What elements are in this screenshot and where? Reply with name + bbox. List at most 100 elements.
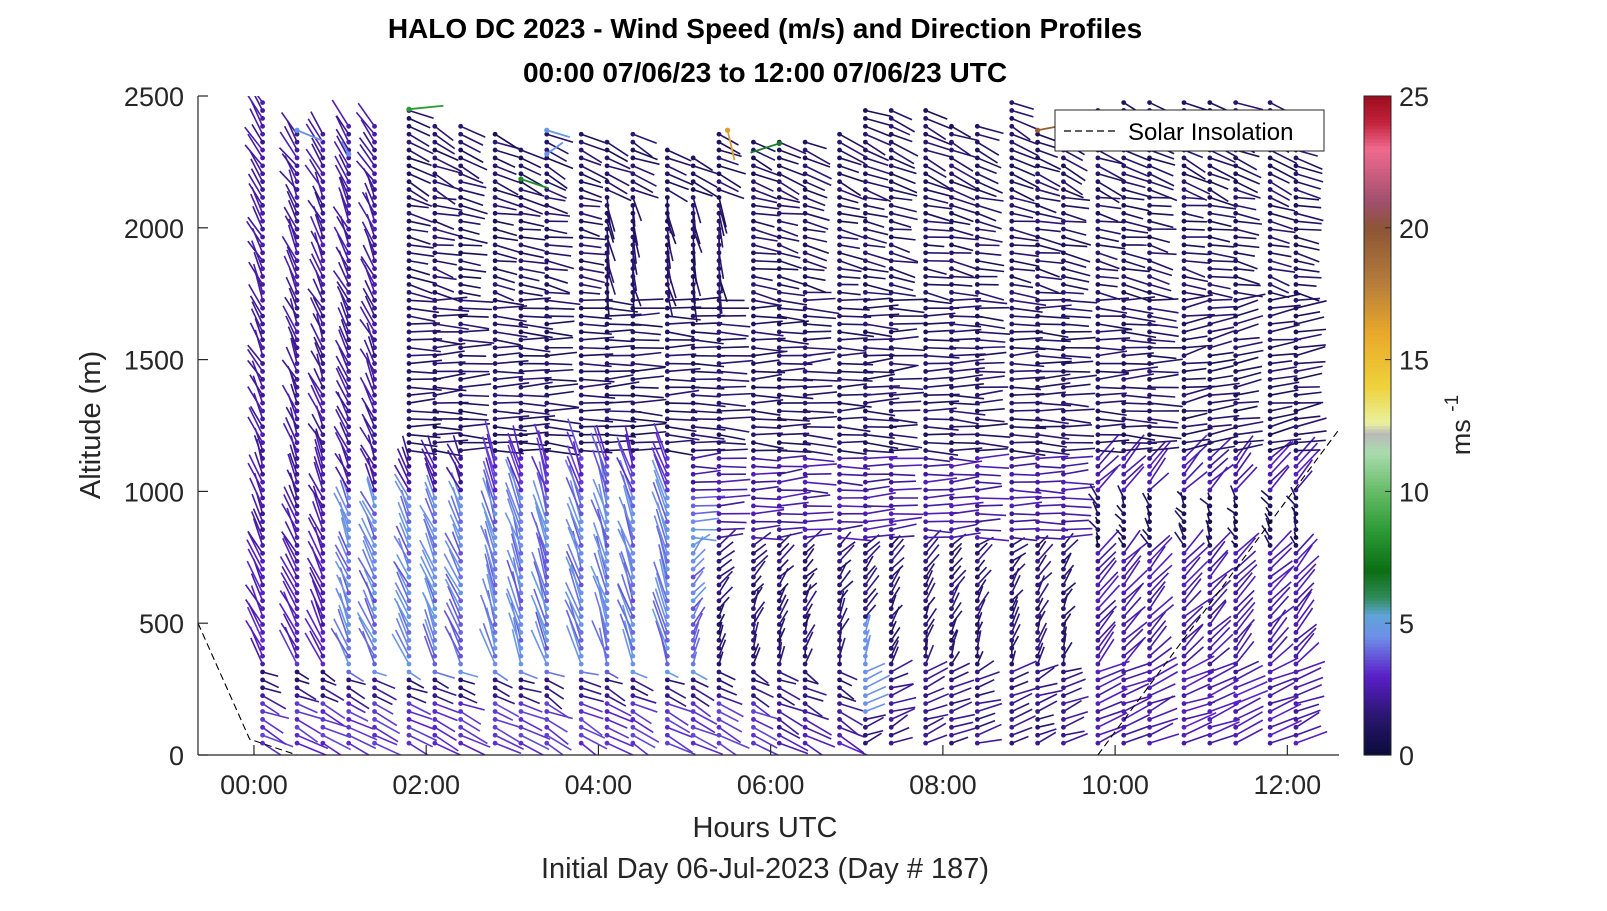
wind-barb-dot bbox=[518, 701, 524, 706]
wind-barb-shaft bbox=[1011, 267, 1036, 272]
wind-barb-dot bbox=[1147, 448, 1152, 453]
wind-barb-dot bbox=[974, 440, 980, 446]
wind-barb-shaft bbox=[891, 464, 923, 468]
wind-barb-dot bbox=[974, 400, 980, 406]
wind-barb-shaft bbox=[925, 687, 945, 697]
wind-barb-dot bbox=[1121, 345, 1127, 351]
wind-barb-shaft bbox=[951, 204, 978, 215]
wind-barb-shaft bbox=[1063, 462, 1089, 468]
wind-barb-shaft bbox=[1011, 125, 1031, 141]
wind-barb-shaft bbox=[1123, 569, 1148, 594]
wind-barb-dot bbox=[518, 242, 524, 248]
wind-barb-dot bbox=[320, 179, 326, 185]
wind-barb-dot bbox=[260, 732, 265, 738]
wind-barb-dot bbox=[578, 463, 584, 469]
wind-barb-dot bbox=[1147, 669, 1152, 675]
wind-barb-dot bbox=[544, 677, 550, 683]
wind-barb-dot bbox=[888, 701, 894, 706]
wind-barb-shaft bbox=[1123, 702, 1153, 721]
wind-barb-shaft bbox=[865, 188, 892, 203]
wind-barb-dot bbox=[578, 630, 584, 635]
wind-barb-dot bbox=[837, 519, 842, 525]
wind-barb-dot bbox=[320, 210, 326, 216]
wind-barb-dot bbox=[716, 471, 722, 477]
wind-barb-dot bbox=[604, 709, 610, 714]
wind-barb-shaft bbox=[632, 440, 663, 444]
wind-barb-shaft bbox=[839, 259, 866, 271]
wind-barb-shaft bbox=[253, 392, 264, 420]
wind-barb-shaft bbox=[1063, 236, 1092, 246]
wind-barb-shaft bbox=[976, 579, 987, 594]
wind-barb-dot bbox=[1009, 258, 1015, 264]
wind-barb-dot bbox=[406, 693, 412, 699]
wind-barb-shaft bbox=[718, 205, 728, 234]
wind-barb-shaft bbox=[606, 344, 635, 349]
wind-barb-shaft bbox=[951, 495, 978, 499]
wind-barb-shaft bbox=[692, 452, 722, 460]
wind-barb-shaft bbox=[363, 535, 376, 562]
wind-barb-shaft bbox=[619, 470, 634, 507]
wind-barb-shaft bbox=[337, 261, 350, 285]
wind-barb-dot bbox=[432, 487, 438, 493]
wind-barb-dot bbox=[346, 202, 352, 208]
wind-barb-shaft bbox=[1149, 354, 1177, 360]
wind-barb-dot bbox=[1095, 645, 1101, 651]
wind-barb-shaft bbox=[805, 378, 839, 382]
wind-barb-shaft bbox=[247, 216, 264, 238]
wind-barb-shaft bbox=[309, 630, 324, 657]
wind-barb-shaft bbox=[1123, 529, 1141, 554]
wind-barb-dot bbox=[690, 732, 696, 738]
wind-barb-dot bbox=[406, 732, 412, 738]
wind-barb-shaft bbox=[1123, 609, 1143, 633]
wind-barb-dot bbox=[923, 535, 929, 540]
wind-barb-shaft bbox=[779, 513, 806, 516]
wind-barb-shaft bbox=[520, 734, 550, 751]
wind-barb-shaft bbox=[753, 196, 778, 204]
wind-barb-dot bbox=[1121, 543, 1127, 548]
wind-barb-shaft bbox=[312, 296, 324, 317]
wind-barb-dot bbox=[1147, 582, 1152, 588]
wind-barb-shaft bbox=[839, 133, 865, 149]
wind-barb-dot bbox=[1121, 242, 1127, 248]
wind-barb-dot bbox=[1121, 282, 1127, 287]
wind-barb-shaft bbox=[434, 718, 456, 733]
wind-barb-dot bbox=[776, 250, 782, 256]
wind-barb-shaft bbox=[581, 220, 604, 226]
wind-barb-dot bbox=[406, 376, 412, 382]
wind-barb-dot bbox=[923, 606, 929, 612]
wind-barb-shaft bbox=[606, 381, 640, 389]
wind-barb-dot bbox=[492, 274, 498, 279]
wind-barb-shaft bbox=[951, 410, 986, 416]
wind-barb-dot bbox=[320, 155, 326, 161]
wind-barb-dot bbox=[690, 724, 696, 730]
wind-barb-dot bbox=[320, 408, 326, 414]
wind-barb-dot bbox=[802, 645, 808, 651]
wind-barb-shaft bbox=[361, 397, 376, 420]
wind-barb-dot bbox=[630, 685, 636, 691]
wind-barb-shaft bbox=[839, 337, 868, 341]
wind-barb-shaft bbox=[718, 586, 734, 602]
wind-barb-shaft bbox=[977, 165, 997, 175]
wind-barb-shaft bbox=[865, 313, 900, 317]
wind-barb-shaft bbox=[322, 687, 345, 702]
wind-barb-dot bbox=[260, 622, 265, 627]
wind-barb-dot bbox=[432, 313, 438, 319]
wind-barb-dot bbox=[320, 195, 326, 200]
wind-barb-dot bbox=[862, 250, 868, 256]
wind-barb-shaft bbox=[408, 181, 430, 197]
wind-barb-shaft bbox=[1011, 527, 1039, 531]
wind-barb-shaft bbox=[494, 718, 521, 729]
wind-barb-shaft bbox=[778, 180, 800, 196]
wind-barb-shaft bbox=[598, 589, 608, 625]
wind-barb-shaft bbox=[1097, 328, 1132, 333]
wind-barb-dot bbox=[518, 677, 524, 683]
wind-barb-dot bbox=[1095, 218, 1101, 224]
wind-barb-dot bbox=[260, 645, 265, 651]
wind-barb-shaft bbox=[361, 413, 376, 436]
wind-barb-dot bbox=[923, 131, 929, 137]
wind-barb-dot bbox=[1095, 630, 1101, 635]
wind-barb-dot bbox=[837, 448, 842, 453]
wind-barb-dot bbox=[751, 416, 756, 422]
wind-barb-dot bbox=[372, 645, 377, 651]
wind-barb-shaft bbox=[408, 726, 438, 742]
